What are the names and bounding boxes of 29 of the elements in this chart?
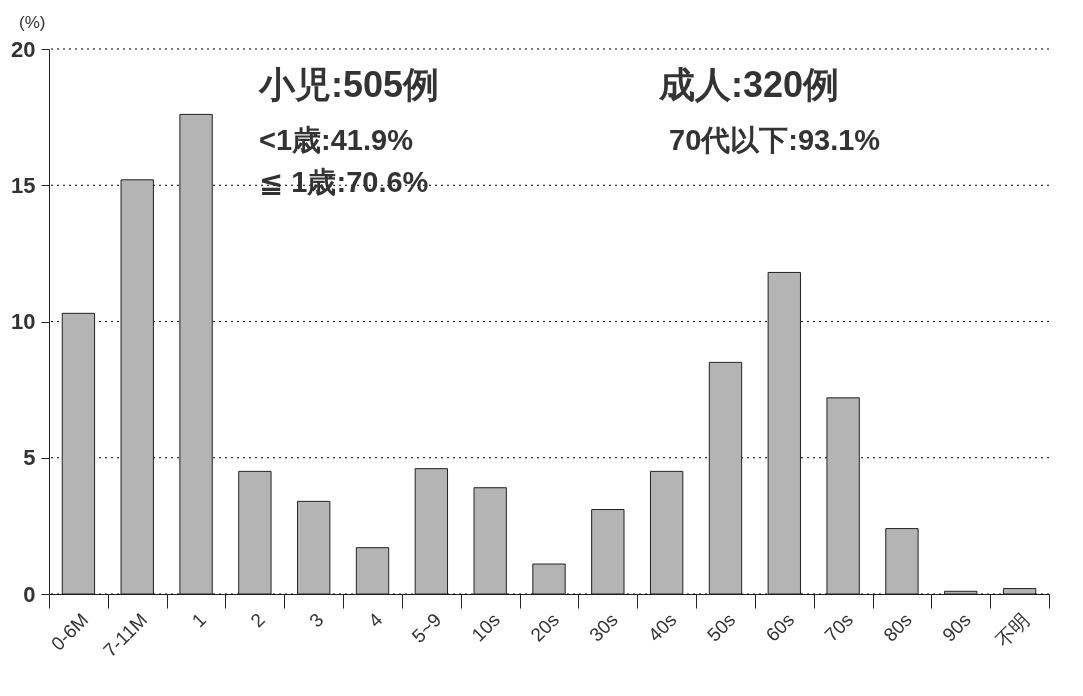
y-tick-label: 5 <box>23 445 36 471</box>
x-tick-label: 30s <box>585 609 622 646</box>
x-tick-label: 10s <box>467 609 505 646</box>
x-tick-label: 40s <box>644 609 681 646</box>
x-tick-label: 1 <box>187 609 210 632</box>
x-tick-label: 70s <box>820 609 858 646</box>
x-tick-label: 不明 <box>991 609 1034 651</box>
x-tick-label: 20s <box>526 609 563 646</box>
annotation: 成人:320例 <box>658 64 840 105</box>
y-tick-label: 10 <box>11 309 36 334</box>
annotation: 70代以下:93.1% <box>669 124 881 156</box>
y-tick-label: 0 <box>23 581 36 607</box>
y-tick-label: 15 <box>11 172 36 198</box>
y-axis-title: (%) <box>19 13 46 32</box>
x-tick-label: 2 <box>246 609 269 632</box>
annotation: <1歳:41.9% <box>259 124 414 156</box>
x-tick-label: 90s <box>938 609 975 646</box>
x-tick-label: 80s <box>879 609 916 646</box>
bar <box>179 113 213 595</box>
annotation: 小児:505例 <box>258 64 440 105</box>
x-tick-label: 60s <box>761 609 799 646</box>
x-tick-label: 4 <box>364 608 387 632</box>
bar <box>767 271 801 595</box>
x-tick-label: 5~9 <box>407 609 446 647</box>
x-tick-label: 50s <box>702 609 740 646</box>
annotation: ≦ 1歳:70.6% <box>259 166 429 198</box>
x-tick-label: 3 <box>305 609 328 632</box>
bar <box>473 487 507 595</box>
y-tick-label: 20 <box>11 36 36 62</box>
